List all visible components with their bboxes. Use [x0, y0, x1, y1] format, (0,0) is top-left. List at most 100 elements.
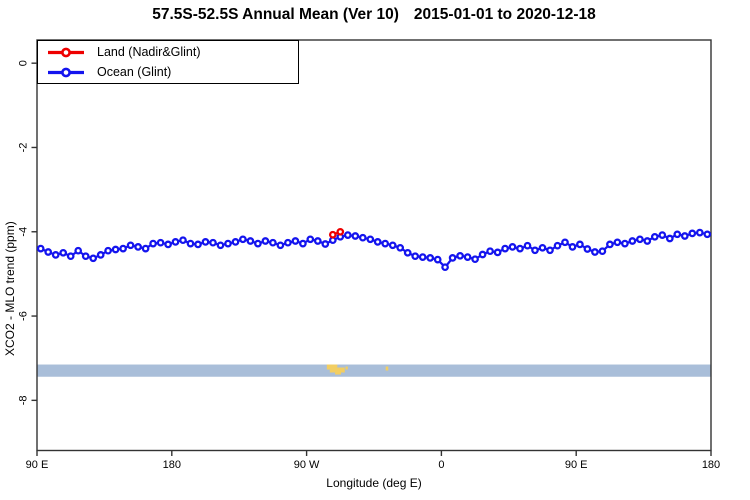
strip-land-patch [345, 366, 348, 370]
ocean-series-point [59, 248, 68, 257]
ocean-series-point [89, 254, 98, 263]
x-axis-title: Longitude (deg E) [326, 476, 422, 490]
ocean-series-point [411, 252, 420, 261]
ocean-series-point [613, 238, 622, 247]
ocean-series-point [321, 240, 330, 248]
y-tick-label: -6 [18, 311, 30, 321]
ocean-series-point [119, 244, 127, 253]
x-tick-label: 90 W [294, 459, 320, 471]
legend-label-ocean: Ocean (Glint) [97, 64, 172, 79]
ocean-series-point [680, 232, 689, 240]
ocean-series-point [313, 237, 322, 245]
ocean-series-point [366, 235, 375, 244]
plot-box [36, 39, 712, 452]
ocean-series-point [284, 238, 292, 247]
land-series-point [336, 227, 345, 236]
ocean-series-point [433, 255, 442, 264]
ocean-series-point [156, 238, 165, 247]
ocean-series-point [254, 239, 262, 248]
x-tick-label: 180 [163, 459, 181, 471]
x-tick-label: 90 E [565, 459, 588, 471]
ocean-series-point [471, 255, 479, 264]
ocean-series-point [246, 237, 255, 245]
ocean-series-point [501, 244, 509, 253]
ocean-series-point [591, 248, 599, 256]
ocean-series-point [673, 230, 682, 239]
ocean-series-point [418, 253, 427, 261]
ocean-series-point [703, 230, 712, 239]
ocean-series-point [568, 243, 577, 251]
ocean-series-point [658, 231, 667, 239]
ocean-series-point [216, 241, 225, 250]
legend-ocean-marker-icon [48, 67, 84, 77]
ocean-series-point [441, 263, 449, 272]
ocean-series-point [606, 240, 614, 249]
ocean-series-point [688, 229, 697, 238]
ocean-series-point [546, 246, 554, 255]
x-tick-label: 90 E [26, 459, 49, 471]
ocean-series-point [448, 254, 457, 262]
ocean-series-point [381, 239, 390, 248]
ocean-series-point [209, 238, 217, 247]
ocean-series-point [66, 252, 75, 261]
ocean-series-point [306, 235, 315, 244]
ocean-series-point [396, 243, 405, 252]
ocean-series-point [621, 239, 629, 248]
ocean-series-point [695, 228, 704, 237]
ocean-series-point [224, 239, 232, 248]
ocean-series-point [456, 251, 464, 260]
y-tick-label: -2 [18, 143, 30, 153]
ocean-series-point [486, 247, 494, 256]
ocean-series-point [523, 241, 532, 250]
ocean-series-point [403, 248, 412, 257]
ocean-series-point [171, 238, 180, 246]
ocean-series-point [583, 245, 592, 253]
strip-land-patch [385, 366, 389, 371]
legend-item-land: Land (Nadir&Glint) [45, 43, 298, 62]
strip-land-patch [335, 371, 342, 375]
ocean-series-point [553, 241, 562, 250]
ocean-series-point [201, 238, 210, 246]
y-tick-label: 0 [18, 60, 30, 66]
ocean-series-point [478, 250, 487, 259]
ocean-series-point [463, 253, 472, 261]
x-tick-label: 0 [438, 459, 444, 471]
ocean-series-point [239, 235, 247, 244]
y-tick-label: -4 [18, 227, 30, 237]
ocean-series-point [426, 254, 435, 262]
ocean-series-point [111, 245, 120, 254]
ocean-series-point [665, 234, 674, 243]
chart-title: 57.5S-52.5S Annual Mean (Ver 10) 2015-01-… [37, 6, 711, 24]
ocean-series-point [261, 237, 270, 245]
ocean-series-point [194, 240, 202, 249]
ocean-series-point [291, 237, 300, 245]
ocean-series-point [141, 244, 150, 253]
ocean-series-point [538, 243, 547, 252]
strip-ocean-band [37, 364, 711, 377]
ocean-series-point [576, 240, 584, 249]
y-axis: 0 -2 -4 -6 -8 [18, 60, 37, 405]
ocean-series-point [134, 243, 142, 251]
ocean-series-point [598, 247, 607, 256]
ocean-series-point [231, 238, 240, 246]
legend-land-marker-icon [48, 47, 84, 57]
ocean-series-point [636, 235, 644, 244]
ocean-series-point [343, 231, 352, 239]
ocean-series-point [493, 248, 502, 257]
strip-land-patch [326, 364, 338, 370]
ocean-series-line [40, 231, 708, 269]
ocean-series-point [388, 241, 397, 250]
legend-label-land: Land (Nadir&Glint) [97, 44, 201, 59]
legend-item-ocean: Ocean (Glint) [45, 63, 298, 82]
ocean-series-point [276, 241, 285, 250]
ocean-series-point [628, 237, 637, 245]
chart-title-range: 57.5S-52.5S Annual Mean (Ver 10) [152, 6, 399, 23]
ocean-series [36, 228, 712, 272]
land-series-point [328, 230, 337, 239]
ocean-series-point [508, 243, 517, 251]
strip-land-patch [329, 367, 345, 373]
ocean-series-point [164, 240, 172, 249]
y-tick-label: -8 [18, 395, 30, 405]
